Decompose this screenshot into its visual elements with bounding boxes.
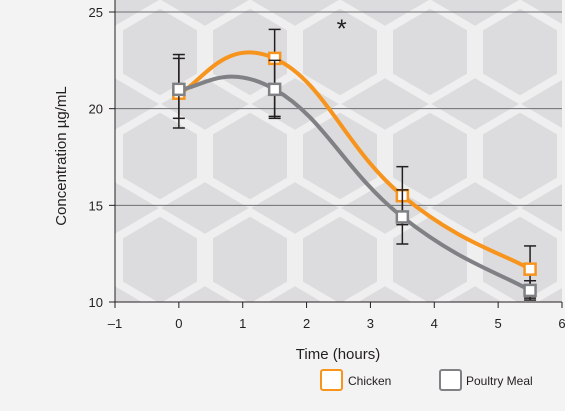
x-tick-label: 1 (239, 316, 246, 331)
x-tick-label: 5 (495, 316, 502, 331)
axes: 10 15 20 25 –1 0 1 2 3 4 5 6 (89, 0, 566, 331)
data-point (523, 262, 537, 276)
y-tick-label: 20 (89, 102, 103, 117)
legend-item-chicken: Chicken (320, 369, 391, 391)
series-layer (172, 28, 537, 301)
x-tick-label: 2 (303, 316, 310, 331)
legend-swatch (439, 369, 462, 391)
y-tick-label: 15 (89, 198, 103, 213)
x-axis-label: Time (hours) (296, 346, 380, 363)
legend-swatch (320, 369, 343, 391)
data-point (172, 82, 186, 97)
legend-label: Poultry Meal (466, 374, 533, 388)
legend-item-poultry-meal: Poultry Meal (439, 369, 533, 391)
x-tick-label: 4 (431, 316, 438, 331)
x-tick-label: 6 (558, 316, 565, 331)
data-point (267, 82, 282, 97)
data-point (523, 283, 537, 298)
significance-asterisk: * (337, 13, 347, 43)
series-line (176, 50, 533, 272)
x-tick-label: 3 (367, 316, 374, 331)
legend-label: Chicken (348, 374, 391, 388)
series-line (176, 74, 533, 293)
data-point (395, 210, 410, 224)
gridlines (115, 11, 562, 206)
legend: Chicken Poultry Meal (320, 369, 533, 391)
page-margin (565, 0, 573, 411)
x-tick-label: 0 (175, 316, 182, 331)
y-axis-label: Concentration µg/mL (53, 86, 70, 226)
series-poultry-meal (172, 53, 537, 301)
y-tick-label: 10 (89, 295, 103, 310)
y-tick-label: 25 (89, 5, 103, 20)
x-tick-label: –1 (108, 316, 122, 331)
plot-area (115, 0, 562, 302)
